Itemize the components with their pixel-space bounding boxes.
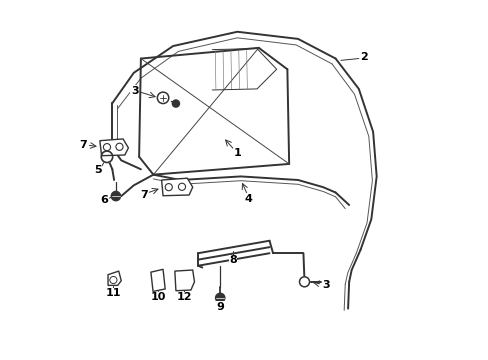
Text: 4: 4: [244, 194, 251, 203]
Text: 7: 7: [140, 190, 147, 200]
Circle shape: [101, 151, 112, 162]
Text: 3: 3: [322, 280, 329, 291]
Text: 8: 8: [229, 255, 237, 265]
Polygon shape: [108, 271, 121, 285]
Text: 12: 12: [176, 292, 192, 302]
Polygon shape: [175, 270, 194, 291]
Circle shape: [157, 92, 168, 104]
Text: 6: 6: [101, 195, 108, 205]
Polygon shape: [151, 269, 165, 292]
Text: 7: 7: [79, 140, 87, 150]
Text: 9: 9: [216, 302, 224, 312]
Circle shape: [172, 100, 179, 107]
Text: 10: 10: [150, 292, 165, 302]
Text: 5: 5: [94, 165, 102, 175]
Polygon shape: [162, 178, 192, 196]
Circle shape: [215, 293, 224, 302]
Text: 11: 11: [105, 288, 121, 298]
Polygon shape: [100, 139, 128, 156]
Text: 2: 2: [360, 52, 367, 62]
Text: 1: 1: [233, 148, 241, 158]
Text: 3: 3: [131, 86, 139, 96]
Circle shape: [299, 277, 309, 287]
Circle shape: [111, 192, 121, 201]
